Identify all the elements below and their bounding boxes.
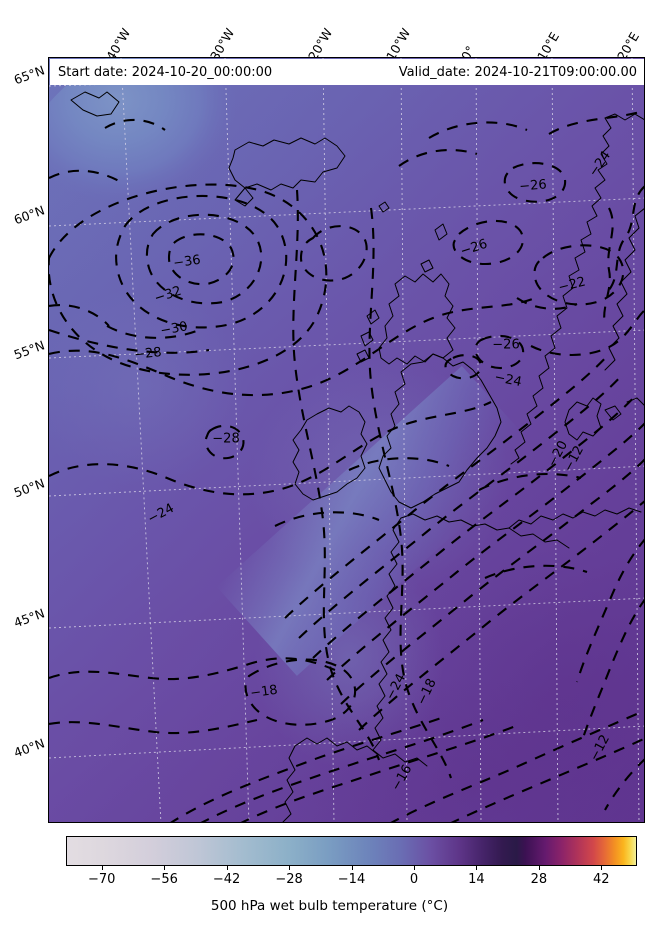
colorbar-tick xyxy=(289,866,291,870)
colorbar[interactable]: −70 −56 −42 −28 −14 0 14 28 42 xyxy=(66,836,637,887)
latitude-tick-label: 65°N xyxy=(11,62,47,88)
map-panel[interactable]: −36 −32 −30 −28 −28 −24 −26 −26 −22 −26 −24 −24 −24−… xyxy=(48,57,645,823)
contour-label: −28 xyxy=(133,345,163,363)
contour-label: −26 xyxy=(492,337,520,353)
colorbar-tick-label: 14 xyxy=(468,872,485,887)
colorbar-tick-label: −70 xyxy=(87,872,116,887)
latitude-tick-label: 40°N xyxy=(11,735,47,761)
colorbar-tick-label: 0 xyxy=(409,872,419,887)
colorbar-title: 500 hPa wet bulb temperature (°C) xyxy=(210,898,449,914)
colorbar-tick xyxy=(601,866,603,870)
latitude-tick-label: 60°N xyxy=(11,202,47,228)
contour-label: −28 xyxy=(212,431,240,447)
valid-date-label: Valid_date: 2024-10-21T09:00:00.00 xyxy=(398,64,637,80)
colorbar-tick xyxy=(538,866,540,870)
colorbar-tick-label: −56 xyxy=(150,872,178,887)
contour-label: −26 xyxy=(518,177,548,195)
colorbar-tick xyxy=(476,866,478,870)
colorbar-gradient xyxy=(66,836,637,866)
colorbar-tick-label: −28 xyxy=(275,872,303,887)
colorbar-tick xyxy=(164,866,166,870)
colorbar-tick-label: 42 xyxy=(593,872,610,887)
colorbar-tick xyxy=(226,866,228,870)
date-banner: Start date: 2024-10-20_00:00:00 Valid_da… xyxy=(50,59,644,85)
map-canvas: −36 −32 −30 −28 −28 −24 −26 −26 −22 −26 −24 −24 −24−… xyxy=(49,58,644,822)
start-date-label: Start date: 2024-10-20_00:00:00 xyxy=(58,64,273,80)
latitude-tick-label: 50°N xyxy=(11,475,47,501)
colorbar-tick xyxy=(413,866,415,870)
colorbar-tick-label: −14 xyxy=(337,872,366,887)
map-field-svg xyxy=(49,58,644,822)
latitude-tick-label: 55°N xyxy=(11,337,47,363)
colorbar-tick-label: −42 xyxy=(212,872,241,887)
colorbar-tick xyxy=(351,866,353,870)
contour-lines xyxy=(49,109,644,822)
colorbar-tick xyxy=(101,866,103,870)
colorbar-tick-label: 28 xyxy=(530,872,548,887)
latitude-tick-label: 45°N xyxy=(11,605,47,631)
